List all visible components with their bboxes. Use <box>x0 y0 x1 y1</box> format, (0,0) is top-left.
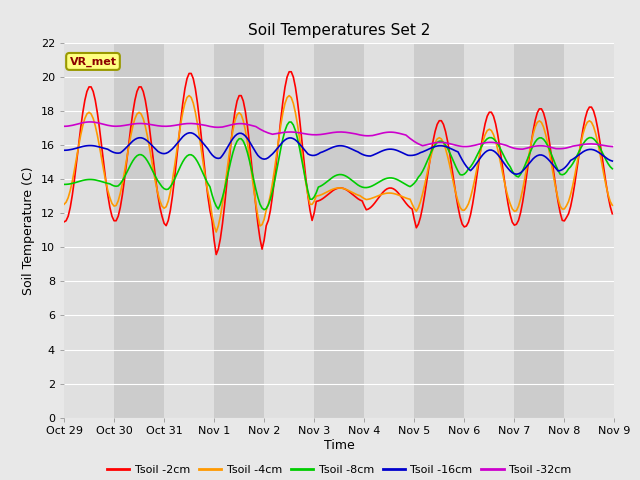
Bar <box>314 43 364 418</box>
Bar <box>464 43 515 418</box>
Bar <box>364 43 414 418</box>
Bar <box>164 43 214 418</box>
Bar <box>264 43 314 418</box>
Bar <box>564 43 614 418</box>
Bar <box>64 43 114 418</box>
Legend: Tsoil -2cm, Tsoil -4cm, Tsoil -8cm, Tsoil -16cm, Tsoil -32cm: Tsoil -2cm, Tsoil -4cm, Tsoil -8cm, Tsoi… <box>102 461 576 480</box>
Bar <box>214 43 264 418</box>
X-axis label: Time: Time <box>324 439 355 452</box>
Y-axis label: Soil Temperature (C): Soil Temperature (C) <box>22 166 35 295</box>
Title: Soil Temperatures Set 2: Soil Temperatures Set 2 <box>248 23 430 38</box>
Bar <box>414 43 464 418</box>
Bar <box>114 43 164 418</box>
Text: VR_met: VR_met <box>70 56 116 67</box>
Bar <box>515 43 564 418</box>
